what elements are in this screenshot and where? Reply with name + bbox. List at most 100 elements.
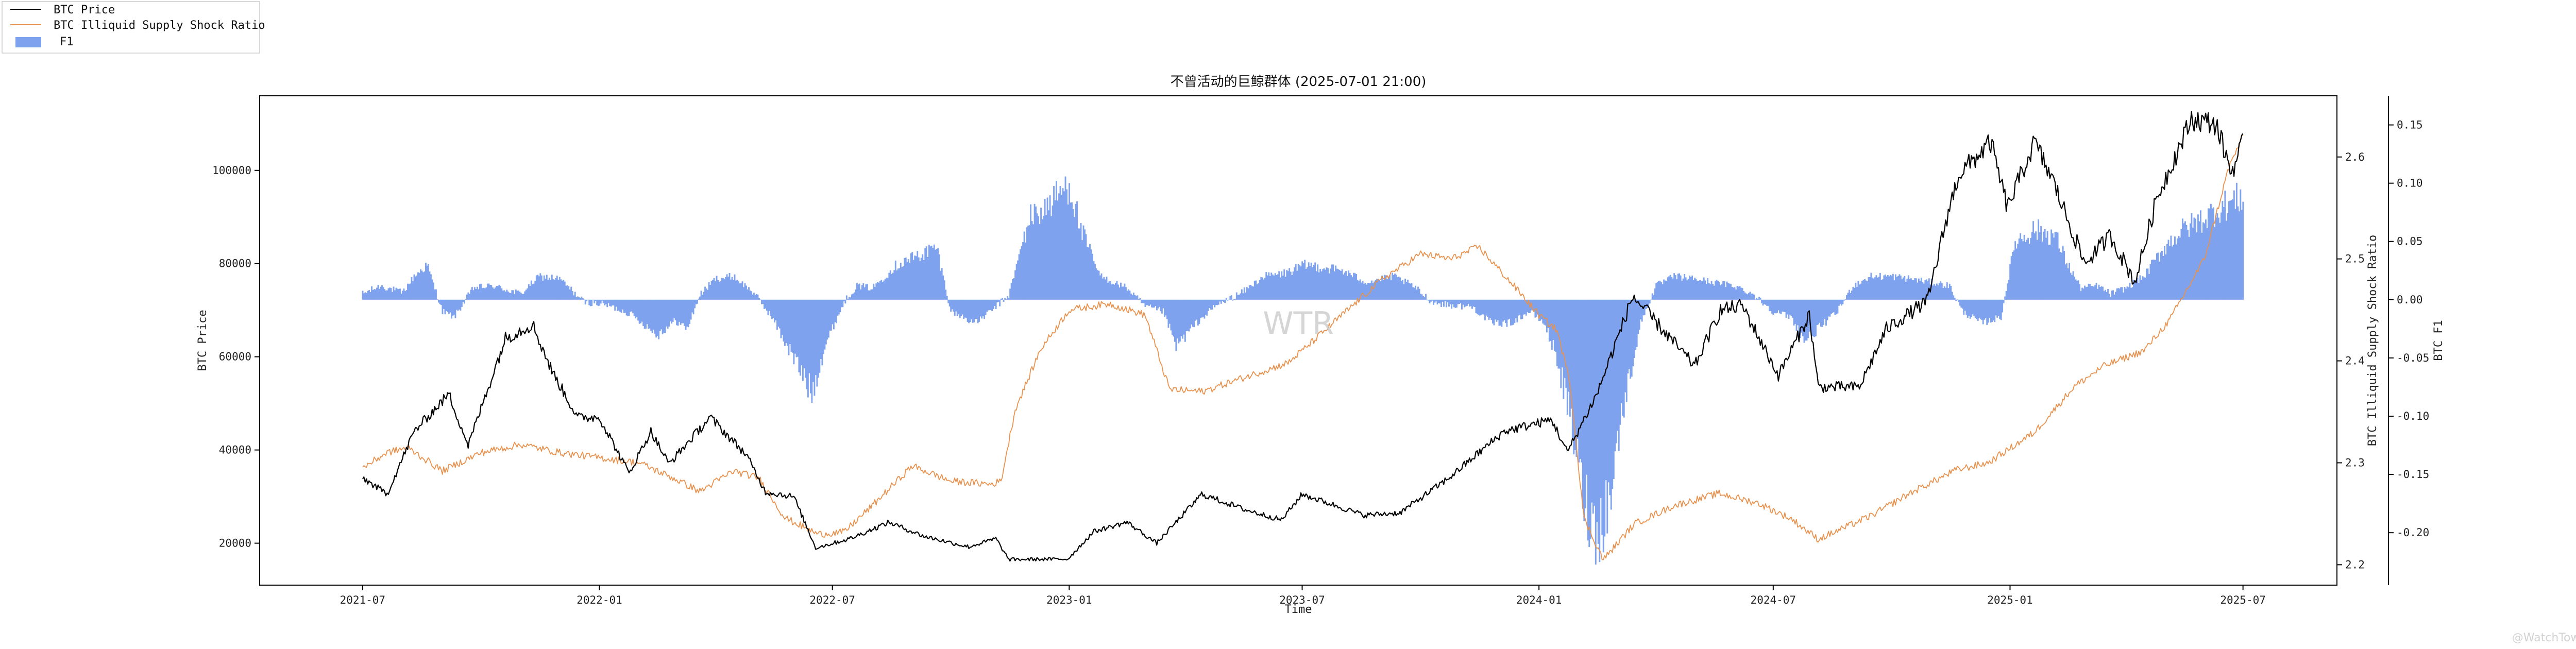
- f1-bar: [1036, 213, 1038, 300]
- f1-bar: [1014, 270, 1016, 300]
- f1-bar: [1550, 299, 1552, 341]
- f1-bar: [1795, 299, 1798, 331]
- f1-bar: [363, 293, 365, 300]
- f1-bar: [1906, 279, 1908, 300]
- f1-bar: [571, 291, 573, 300]
- f1-bar: [1793, 299, 1795, 326]
- f1-bar: [906, 262, 908, 300]
- f1-bar: [2099, 287, 2101, 300]
- f1-bar: [2058, 248, 2060, 300]
- f1-bar: [490, 285, 493, 300]
- f1-bar: [2235, 182, 2238, 300]
- f1-bar: [510, 293, 512, 300]
- f1-bar: [1758, 297, 1760, 300]
- f1-bar: [1702, 280, 1704, 300]
- f1-bar: [1248, 285, 1250, 300]
- f1-bar: [1118, 287, 1121, 300]
- f1-bar: [775, 299, 777, 321]
- f1-bar: [1274, 273, 1276, 300]
- f1-bar: [1722, 281, 1724, 300]
- f1-bar: [1941, 283, 1943, 300]
- f1-bar: [1105, 279, 1106, 300]
- f1-bar: [677, 299, 679, 326]
- f1-bar: [2038, 219, 2040, 300]
- f1-bar: [2185, 225, 2188, 300]
- f1-bar: [776, 299, 778, 330]
- f1-bar: [2207, 208, 2209, 300]
- f1-bar: [935, 249, 937, 300]
- f1-bar: [1403, 284, 1405, 300]
- f1-bar: [2039, 232, 2041, 300]
- f1-bar: [2105, 289, 2106, 300]
- f1-bar: [534, 280, 536, 300]
- f1-bar: [1798, 299, 1800, 336]
- f1-bar: [956, 299, 958, 316]
- f1-bar: [1713, 285, 1715, 300]
- f1-bar: [2112, 290, 2114, 300]
- f1-bar: [1940, 281, 1942, 300]
- f1-bar: [413, 274, 415, 300]
- f1-bar: [566, 285, 568, 300]
- f1-bar: [681, 299, 683, 323]
- f1-bar: [774, 299, 775, 323]
- f1-bar: [1474, 299, 1476, 307]
- f1-bar: [2134, 282, 2136, 300]
- f1-bar: [1734, 287, 1736, 300]
- f1-bar: [1375, 280, 1377, 300]
- f1-bar: [1628, 299, 1630, 369]
- f1-bar: [1620, 299, 1622, 404]
- f1-bar: [1183, 299, 1185, 335]
- f1-bar: [1671, 277, 1673, 300]
- f1-bar: [1170, 299, 1172, 331]
- f1-bar: [1679, 273, 1681, 300]
- f1-bar: [1077, 228, 1079, 300]
- f1-bar: [417, 272, 419, 300]
- f1-bar: [1615, 299, 1617, 443]
- f1-bar: [1607, 299, 1609, 483]
- f1-bar: [1946, 282, 1948, 300]
- f1-bar: [443, 299, 445, 309]
- f1-bar: [389, 287, 391, 300]
- f1-bar: [780, 299, 782, 338]
- f1-bar: [847, 299, 849, 300]
- f1-bar: [437, 299, 439, 303]
- f1-bar: [449, 299, 451, 313]
- f1-bar: [2131, 287, 2133, 300]
- f1-bar: [1731, 286, 1733, 300]
- f1-bar: [1167, 299, 1170, 328]
- f1-bar: [1071, 202, 1073, 300]
- f1-bar: [1744, 292, 1746, 300]
- f1-bar: [1074, 217, 1075, 300]
- f1-bar: [423, 271, 426, 300]
- f1-bar: [1569, 299, 1571, 417]
- f1-bar: [1566, 299, 1568, 415]
- f1-bar: [910, 253, 912, 300]
- y-axis-right-f1: -0.20 -0.15 -0.10 -0.05 0.00 0.05 0.10 0.15: [2388, 119, 2429, 539]
- f1-bar: [1752, 293, 1754, 300]
- f1-bar: [1448, 299, 1450, 307]
- f1-bar: [1197, 299, 1199, 326]
- f1-bar: [739, 283, 741, 300]
- f1-bar: [2117, 288, 2119, 300]
- y-right1-tick-label: 2.4: [2345, 355, 2365, 367]
- f1-bar: [1108, 281, 1110, 300]
- f1-bar: [2012, 251, 2014, 300]
- f1-bar: [1905, 282, 1907, 300]
- f1-bar: [725, 277, 726, 300]
- f1-bar: [2197, 214, 2199, 300]
- f1-bar: [2087, 286, 2089, 300]
- f1-bar: [1178, 299, 1180, 344]
- f1-bar: [2137, 278, 2139, 300]
- f1-bar: [941, 268, 943, 300]
- f1-bar: [1533, 299, 1535, 312]
- f1-bar: [1193, 299, 1195, 328]
- f1-bar: [826, 299, 828, 340]
- f1-bar: [1540, 299, 1543, 320]
- f1-bar: [425, 263, 427, 300]
- f1-bar: [1081, 240, 1083, 300]
- f1-bar: [2097, 288, 2098, 300]
- f1-bar: [1418, 288, 1420, 300]
- f1-bar: [2030, 238, 2032, 300]
- f1-bar: [468, 294, 470, 300]
